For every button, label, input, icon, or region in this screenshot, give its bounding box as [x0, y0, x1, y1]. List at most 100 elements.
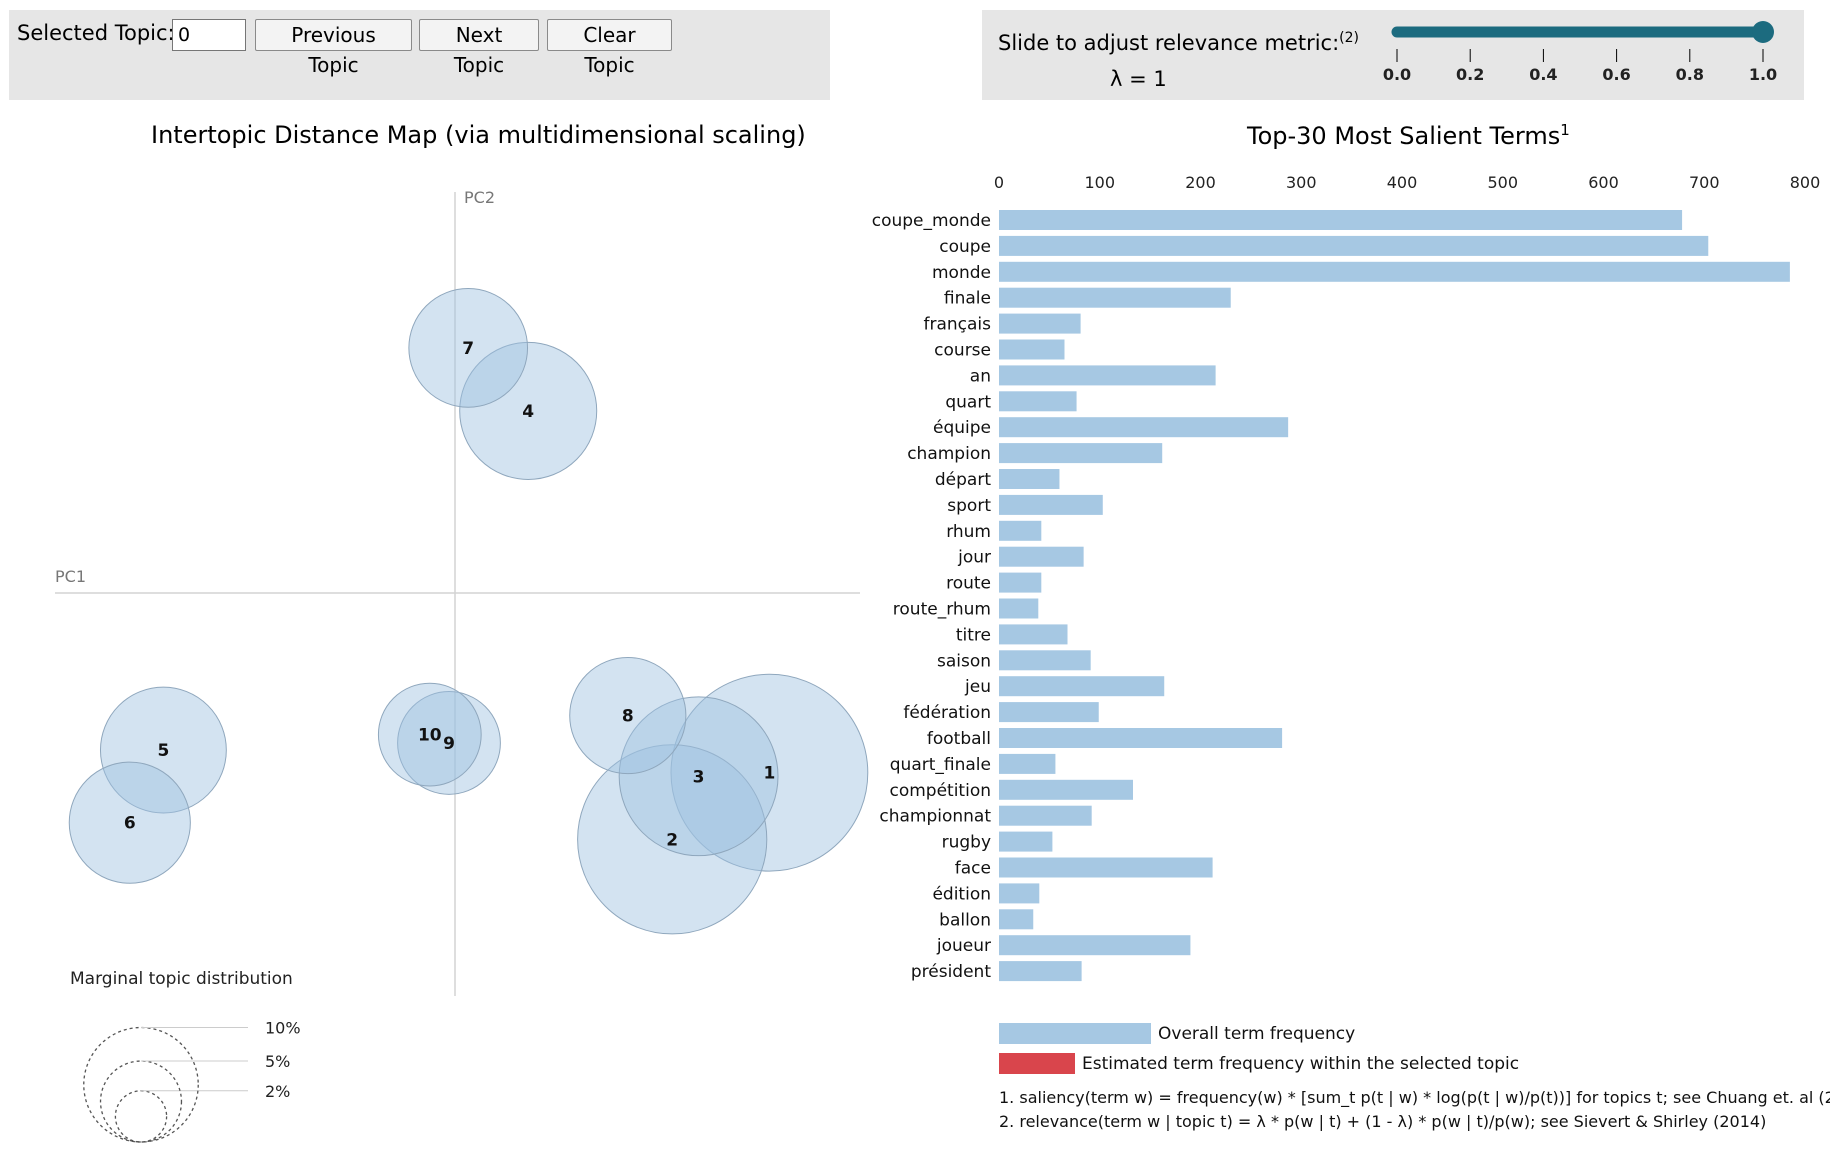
term-bar	[999, 961, 1082, 982]
term-bar	[999, 624, 1068, 645]
x-tick-label: 800	[1790, 173, 1821, 192]
topic-label: 3	[693, 767, 705, 787]
term-bar	[999, 494, 1103, 515]
term-label: joueur	[936, 936, 991, 956]
marginal-title: Marginal topic distribution	[70, 969, 293, 989]
term-label: fédération	[903, 703, 991, 723]
term-label: coupe	[939, 237, 991, 257]
term-label: rhum	[946, 522, 991, 542]
term-bar	[999, 883, 1040, 904]
term-bar	[999, 857, 1213, 878]
term-bar	[999, 235, 1709, 256]
footnote: 1. saliency(term w) = frequency(w) * [su…	[999, 1088, 1830, 1108]
term-bar	[999, 313, 1081, 334]
topic-bubble[interactable]	[618, 696, 779, 857]
term-label: monde	[932, 263, 991, 283]
term-label: sport	[947, 496, 991, 516]
topic-bubble[interactable]	[99, 686, 227, 814]
term-label: président	[911, 962, 991, 982]
topic-label: 7	[462, 339, 474, 359]
marginal-value-label: 2%	[265, 1082, 290, 1101]
next-topic-button[interactable]: Next Topic	[419, 19, 539, 77]
topic-bubble[interactable]	[397, 691, 501, 795]
marginal-value-label: 5%	[265, 1052, 290, 1071]
slider-tick-label: 1.0	[1749, 65, 1777, 84]
intertopic-map-title: Intertopic Distance Map (via multidimens…	[151, 121, 806, 149]
slider-label-footnote: (2)	[1339, 30, 1360, 46]
slider-tick-label: 0.8	[1676, 65, 1704, 84]
term-label: édition	[932, 884, 991, 904]
marginal-value-label: 10%	[265, 1019, 301, 1038]
term-bar	[999, 728, 1283, 748]
term-bar	[999, 287, 1231, 308]
clear-topic-button[interactable]: Clear Topic	[547, 19, 672, 77]
term-bar	[999, 210, 1683, 230]
topic-bubble[interactable]	[408, 288, 529, 408]
term-bar	[999, 391, 1077, 412]
term-bar	[999, 805, 1092, 826]
term-bar	[999, 650, 1091, 671]
marginal-circle	[114, 1090, 168, 1143]
topic-label: 2	[666, 830, 678, 850]
term-label: coupe_monde	[872, 211, 991, 231]
term-label: ballon	[939, 910, 991, 930]
topic-bubble[interactable]	[377, 682, 482, 787]
selected-topic-label: Selected Topic:	[17, 21, 175, 45]
slider-handle[interactable]	[1752, 21, 1774, 43]
term-label: équipe	[933, 418, 991, 438]
term-label: quart_finale	[890, 755, 991, 775]
topic-bubble[interactable]	[569, 656, 687, 775]
topic-bubble[interactable]	[68, 761, 191, 884]
x-tick-label: 400	[1387, 173, 1418, 192]
salient-terms-title-footnote: 1	[1560, 121, 1570, 139]
previous-topic-button[interactable]: Previous Topic	[255, 19, 412, 77]
x-tick-label: 100	[1084, 173, 1115, 192]
term-bar	[999, 365, 1216, 386]
term-label: français	[923, 315, 991, 335]
term-bar	[999, 779, 1133, 800]
salient-terms-title: Top-30 Most Salient Terms1	[1247, 121, 1570, 150]
topic-label: 4	[522, 402, 534, 422]
term-label: route	[946, 574, 991, 594]
term-bar	[999, 909, 1034, 930]
x-tick-label: 500	[1487, 173, 1518, 192]
topic-bubble[interactable]	[670, 673, 869, 872]
term-label: compétition	[889, 781, 991, 801]
term-label: titre	[956, 625, 991, 645]
topic-controls-panel: Selected Topic: Previous Topic Next Topi…	[9, 10, 830, 100]
selected-topic-input[interactable]	[172, 19, 246, 51]
x-tick-label: 300	[1286, 173, 1317, 192]
topic-label: 1	[763, 764, 775, 784]
salient-terms-title-text: Top-30 Most Salient Terms	[1247, 122, 1561, 150]
term-label: rugby	[942, 833, 991, 853]
marginal-circle	[99, 1060, 183, 1143]
slider-tick-label: 0.0	[1383, 65, 1411, 84]
salient-terms-bar-chart: 0 100 200 300 400 500 600 700 800 coupe_mondecoup…	[872, 173, 1830, 1131]
intertopic-distance-map: PC1 PC2 1 2 3 4 5 6 7 8 910 Marginal topic distribu…	[55, 188, 869, 1143]
term-bar	[999, 443, 1163, 464]
topic-bubble[interactable]	[459, 341, 598, 480]
x-tick-label: 600	[1588, 173, 1619, 192]
term-label: départ	[935, 470, 991, 490]
relevance-slider-panel: Slide to adjust relevance metric:(2) λ =…	[982, 10, 1804, 100]
term-bar	[999, 935, 1191, 956]
topic-bubble[interactable]	[577, 744, 768, 935]
pc2-label: PC2	[464, 188, 495, 207]
slider-label: Slide to adjust relevance metric:(2)	[998, 30, 1359, 55]
lambda-slider[interactable]: 0.0 0.2 0.4 0.6 0.8 1.0	[982, 10, 1804, 100]
term-label: route_rhum	[893, 600, 991, 620]
term-bar	[999, 546, 1084, 567]
term-bar	[999, 598, 1039, 619]
term-label: jour	[957, 548, 991, 568]
topic-label: 9	[443, 734, 455, 754]
legend-topic-swatch	[999, 1053, 1075, 1074]
term-bar	[999, 831, 1053, 852]
lambda-value-text: λ = 1	[1110, 67, 1167, 91]
term-label: course	[934, 341, 991, 361]
term-bar	[999, 261, 1790, 282]
term-label: saison	[937, 651, 991, 671]
legend-topic-label: Estimated term frequency within the sele…	[1082, 1054, 1519, 1074]
term-bar	[999, 676, 1165, 697]
term-bar	[999, 469, 1060, 489]
term-label: finale	[944, 289, 991, 309]
